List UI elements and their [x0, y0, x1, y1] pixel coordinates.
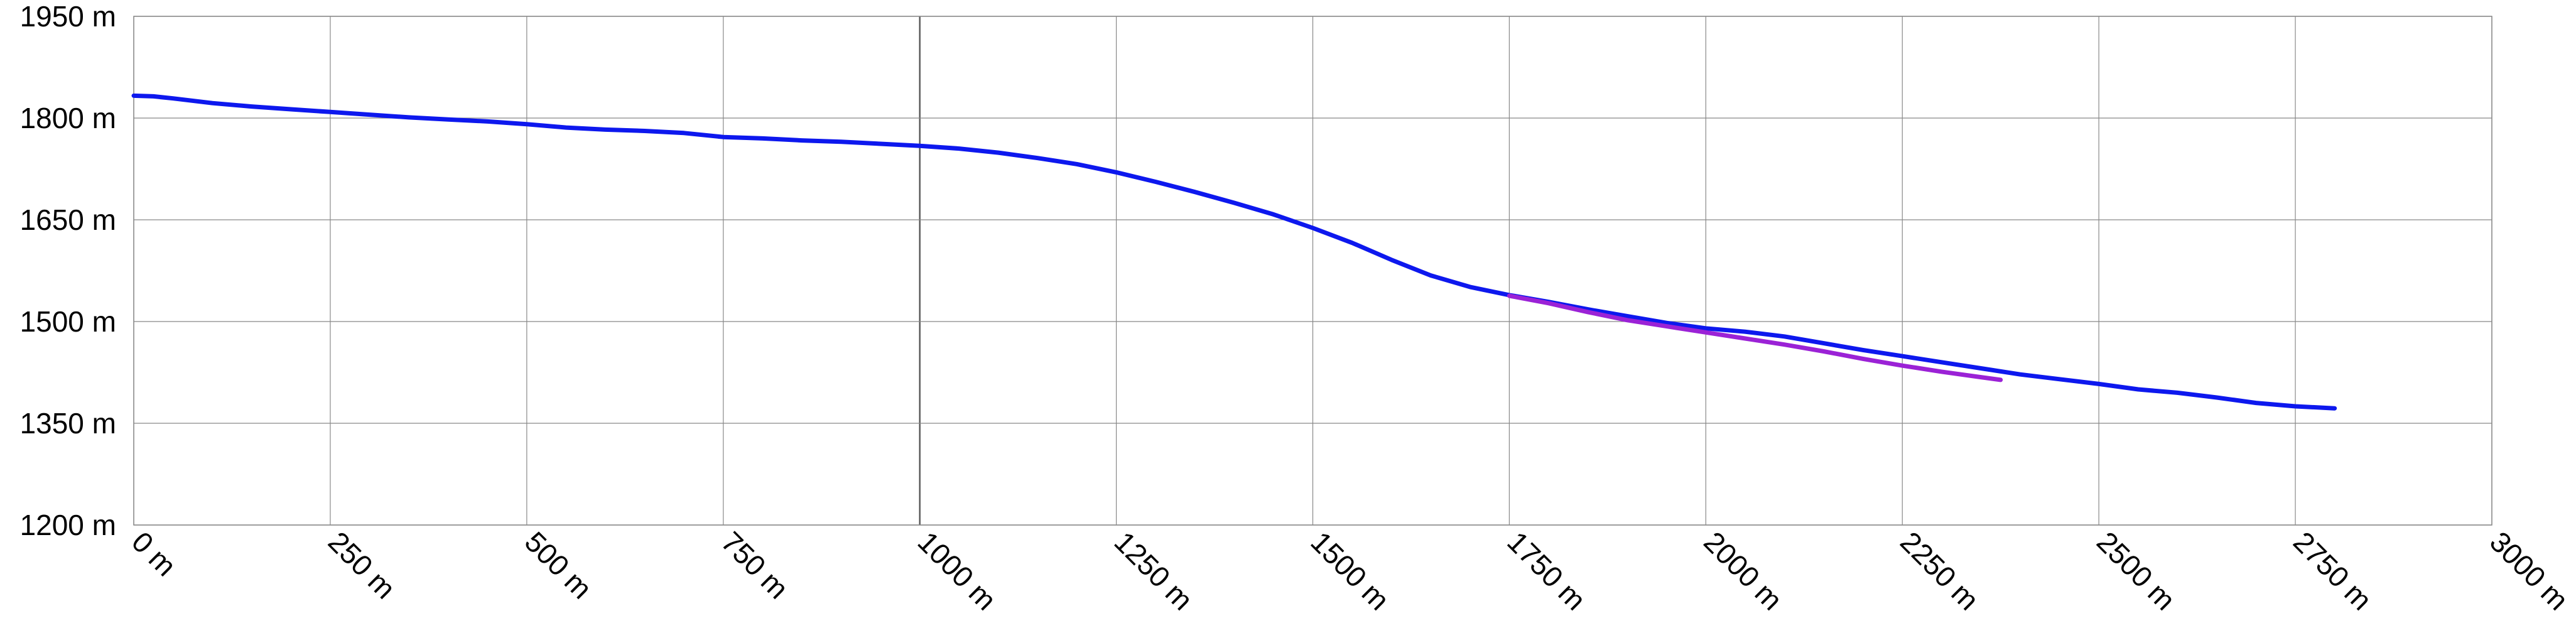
y-tick-label-1: 1350 m: [20, 407, 116, 440]
series-lines: [131, 93, 2337, 411]
y-tick-label-0: 1200 m: [20, 509, 116, 541]
y-tick-label-5: 1950 m: [20, 0, 116, 33]
y-tick-label-3: 1650 m: [20, 203, 116, 236]
y-tick-label-4: 1800 m: [20, 102, 116, 134]
y-tick-label-2: 1500 m: [20, 305, 116, 338]
series-line-0: [131, 93, 2337, 411]
series-line-1: [1507, 293, 2003, 382]
plot-frame: [133, 16, 2492, 526]
y-axis-tick-labels: 1200 m 1350 m 1500 m 1650 m 1800 m 1950 m: [20, 0, 116, 541]
